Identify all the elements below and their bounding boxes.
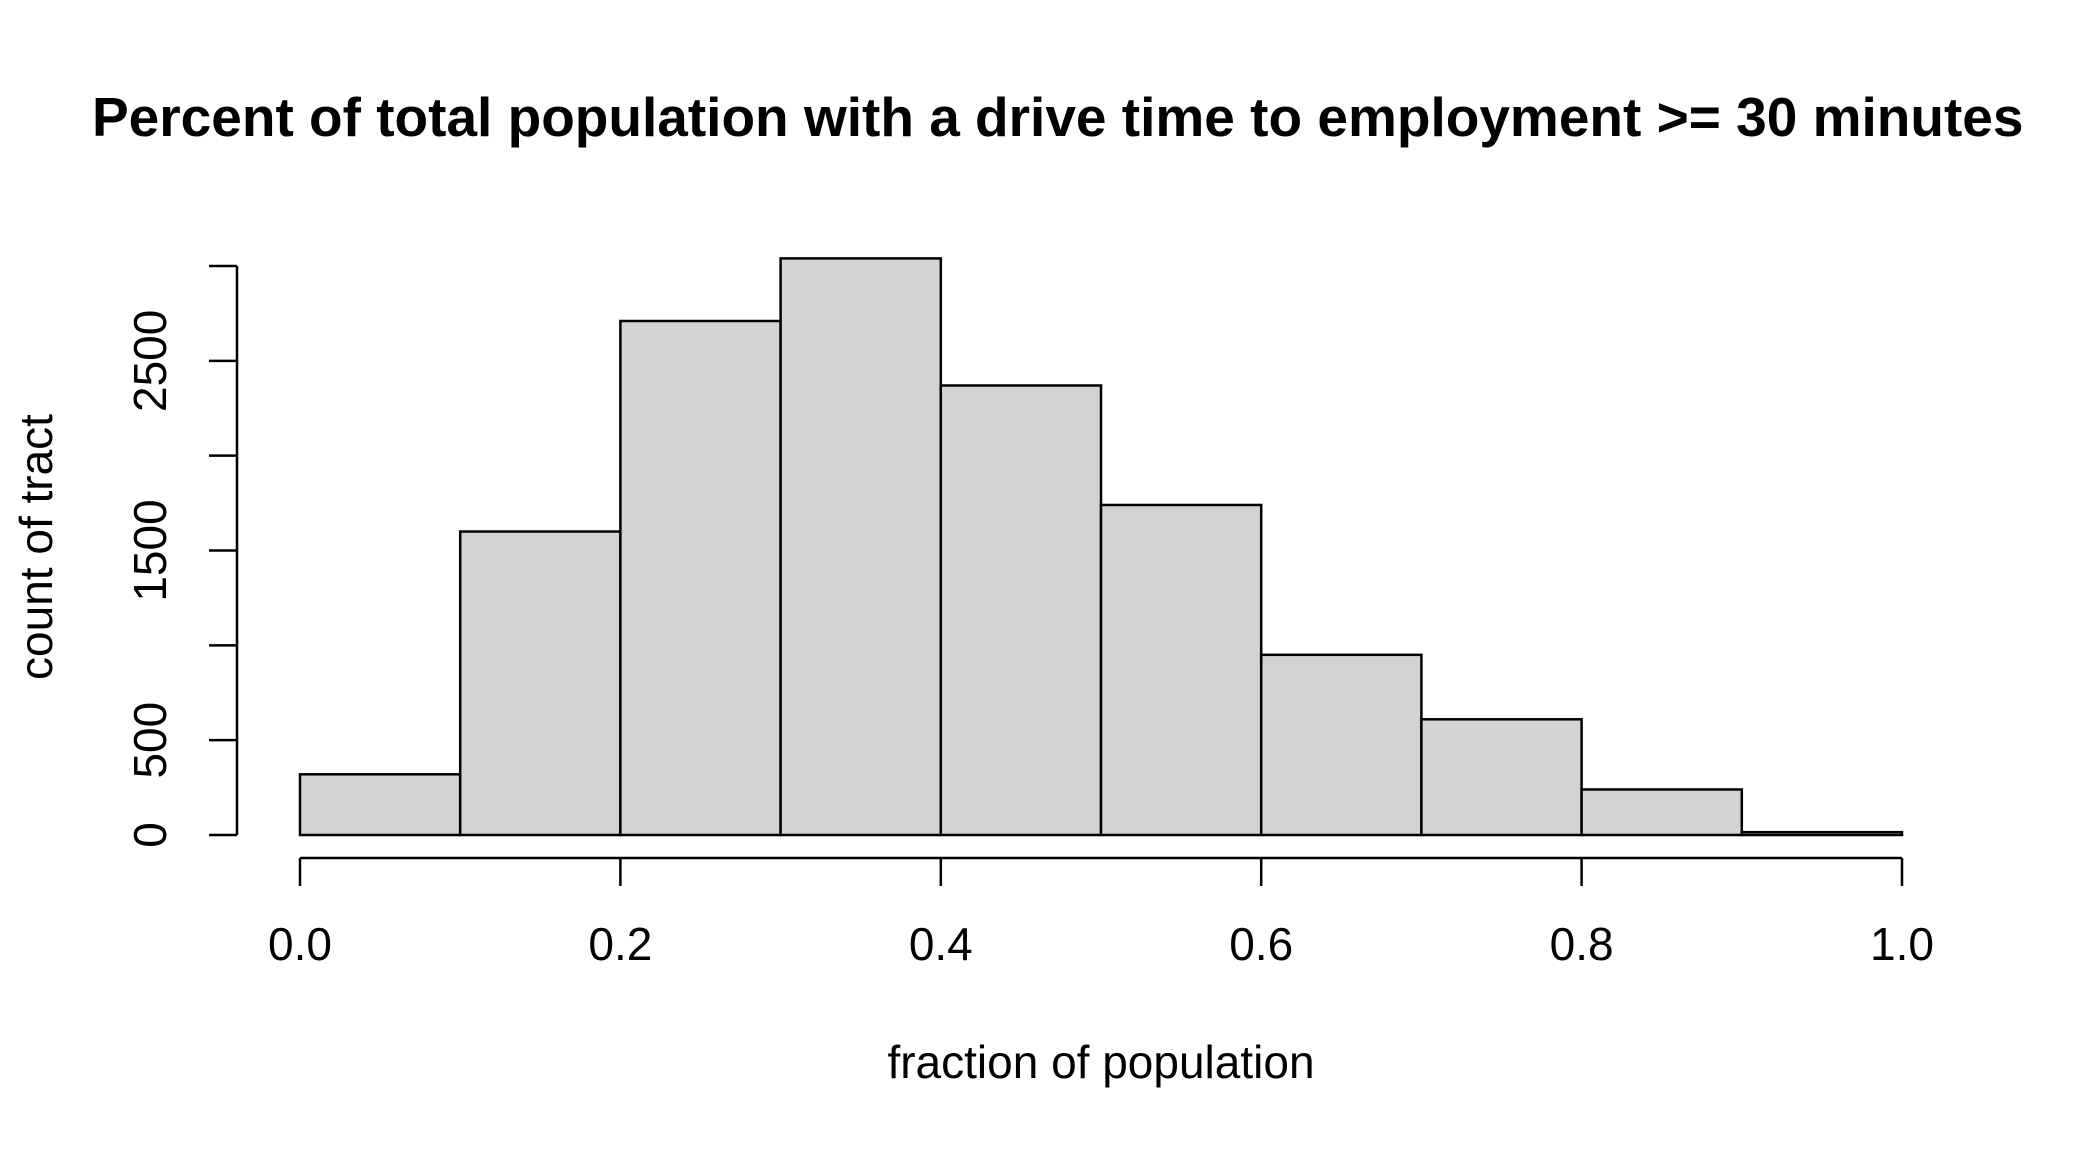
histogram-bar	[1740, 830, 1904, 837]
histogram-bar	[1099, 503, 1263, 837]
bars-group	[298, 257, 1904, 837]
histogram-bar	[298, 773, 462, 837]
y-tick-label: 2500	[124, 310, 176, 412]
y-tick-label: 1500	[124, 499, 176, 601]
x-tick-label: 0.6	[1229, 918, 1293, 970]
y-tick-label: 500	[124, 702, 176, 779]
x-axis: 0.0 0.2 0.4 0.6 0.8 1.0	[268, 856, 1934, 970]
x-tick-label: 0.8	[1550, 918, 1614, 970]
x-tick-label: 1.0	[1870, 918, 1934, 970]
x-axis-label: fraction of population	[887, 1036, 1314, 1088]
chart-title: Percent of total population with a drive…	[92, 86, 2023, 148]
histogram-bar	[779, 257, 943, 837]
histogram-bar	[619, 319, 782, 837]
y-axis: 0 500 1500 2500	[124, 264, 239, 848]
y-axis-label: count of tract	[10, 414, 62, 680]
histogram-bar	[939, 384, 1103, 837]
x-tick-label: 0.2	[588, 918, 652, 970]
x-tick-label: 0.0	[268, 918, 332, 970]
histogram-bar	[1580, 788, 1744, 837]
histogram-bar	[1420, 718, 1583, 837]
histogram-bar	[1259, 653, 1423, 837]
y-tick-label: 0	[124, 822, 176, 848]
histogram-bar	[458, 530, 622, 837]
x-tick-label: 0.4	[909, 918, 973, 970]
